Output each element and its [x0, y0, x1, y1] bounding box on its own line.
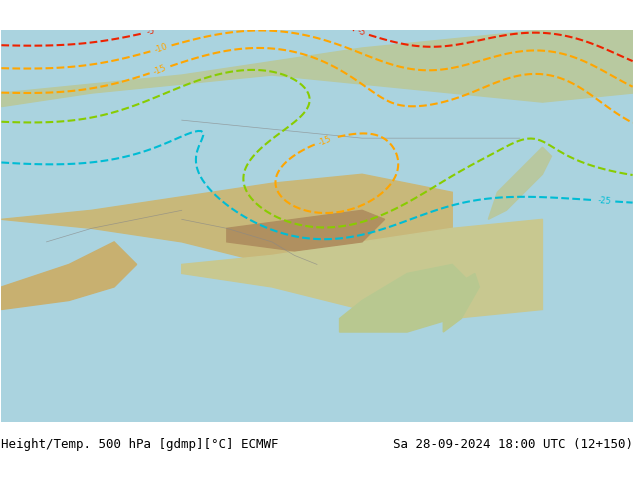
- Text: Height/Temp. 500 hPa [gdmp][°C] ECMWF: Height/Temp. 500 hPa [gdmp][°C] ECMWF: [1, 438, 279, 451]
- Polygon shape: [1, 30, 633, 107]
- Text: -15: -15: [152, 63, 168, 76]
- Polygon shape: [1, 242, 137, 310]
- Polygon shape: [340, 265, 475, 332]
- Text: -25: -25: [597, 196, 611, 206]
- Text: -5: -5: [145, 26, 156, 37]
- Text: Sa 28-09-2024 18:00 UTC (12+150): Sa 28-09-2024 18:00 UTC (12+150): [392, 438, 633, 451]
- Text: -10: -10: [153, 42, 169, 55]
- Polygon shape: [1, 174, 452, 273]
- Polygon shape: [443, 273, 479, 332]
- Polygon shape: [182, 220, 543, 318]
- Polygon shape: [488, 147, 552, 220]
- Text: -5: -5: [356, 27, 367, 38]
- Polygon shape: [227, 210, 385, 251]
- Text: -15: -15: [317, 134, 333, 147]
